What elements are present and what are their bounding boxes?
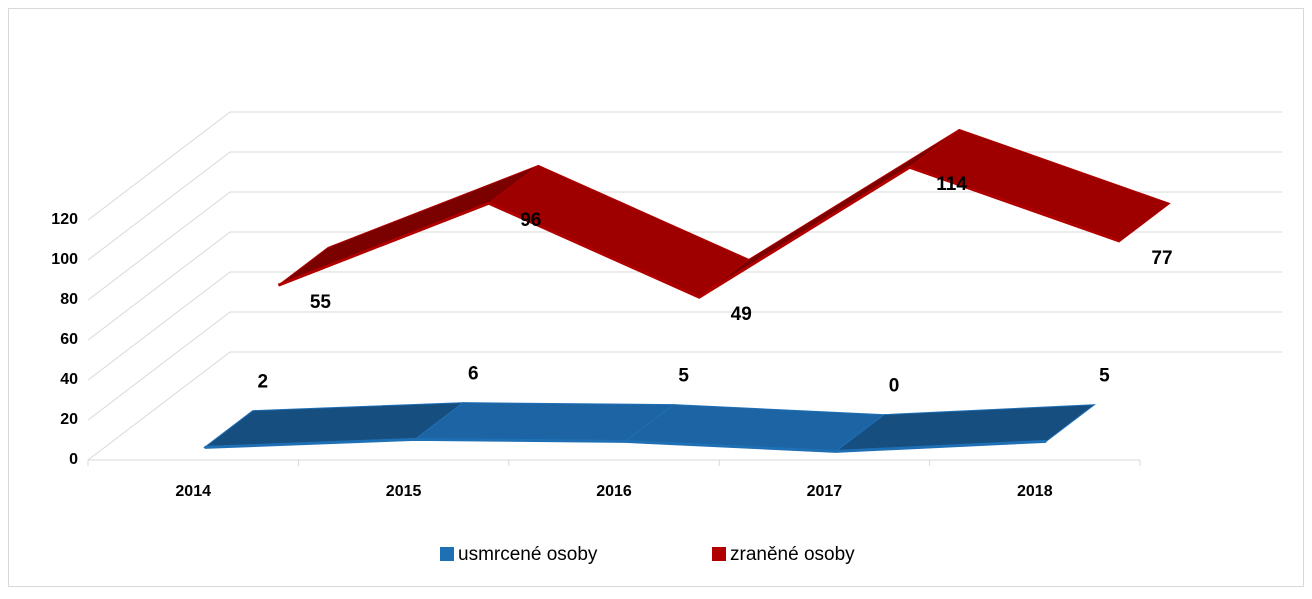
grid-line bbox=[87, 191, 231, 301]
data-label: 5 bbox=[1099, 366, 1110, 387]
data-label: 5 bbox=[678, 366, 689, 387]
grid-line bbox=[87, 271, 231, 381]
legend-swatch bbox=[440, 547, 454, 561]
data-label: 6 bbox=[468, 364, 479, 385]
grid-line bbox=[87, 151, 231, 261]
x-tick-label: 2016 bbox=[596, 483, 632, 500]
series-line bbox=[204, 437, 1047, 453]
y-tick-label: 40 bbox=[60, 371, 78, 388]
y-tick-label: 20 bbox=[60, 411, 78, 428]
y-tick-label: 0 bbox=[69, 451, 78, 468]
data-label: 96 bbox=[520, 210, 541, 231]
series-line bbox=[277, 165, 1121, 299]
legend-label: usmrcené osoby bbox=[458, 544, 598, 565]
grid-line bbox=[87, 231, 231, 341]
legend-label: zraněné osoby bbox=[730, 544, 855, 565]
grid-line bbox=[87, 351, 231, 461]
data-label: 114 bbox=[936, 174, 967, 195]
x-tick-label: 2018 bbox=[1017, 483, 1053, 500]
x-tick-label: 2017 bbox=[807, 483, 843, 500]
data-label: 0 bbox=[889, 376, 900, 397]
data-label: 55 bbox=[310, 292, 332, 313]
x-tick-label: 2014 bbox=[175, 483, 211, 500]
grid-line bbox=[87, 111, 231, 221]
y-tick-label: 60 bbox=[60, 331, 78, 348]
data-label: 49 bbox=[731, 304, 752, 325]
data-label: 77 bbox=[1151, 248, 1172, 269]
x-tick-label: 2015 bbox=[386, 483, 422, 500]
data-label: 2 bbox=[258, 372, 269, 393]
chart-border bbox=[8, 8, 1304, 587]
y-tick-label: 80 bbox=[60, 291, 78, 308]
y-tick-label: 100 bbox=[51, 251, 78, 268]
legend-swatch bbox=[712, 547, 726, 561]
grid-line bbox=[87, 311, 231, 421]
y-tick-label: 120 bbox=[51, 211, 78, 228]
